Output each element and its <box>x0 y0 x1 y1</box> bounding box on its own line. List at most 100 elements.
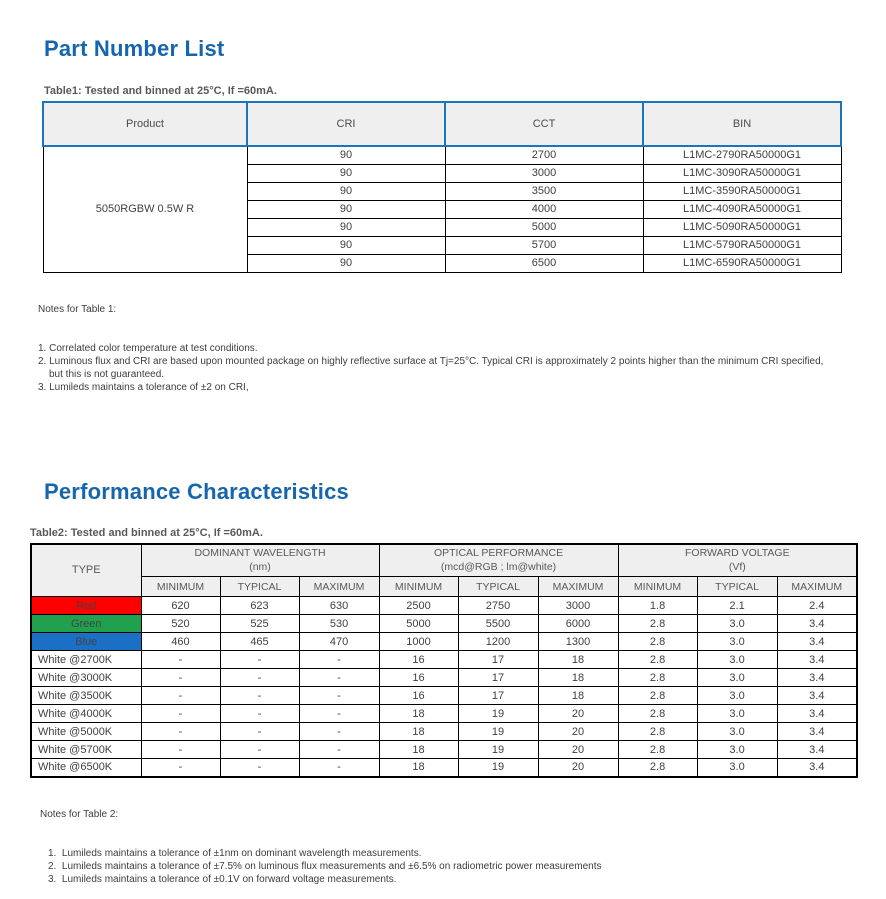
type-cell: White @3000K <box>30 668 142 687</box>
group-unit: (nm) <box>249 561 271 574</box>
value-cell: 3.0 <box>696 650 778 669</box>
performance-row: White @4000K - - -18 19 20 2.8 3.0 3.4 <box>30 704 858 723</box>
column-group-forward-voltage: FORWARD VOLTAGE (Vf) <box>617 543 858 577</box>
bin-cell: L1MC-6590RA50000G1 <box>642 253 842 273</box>
value-cell: 2.8 <box>617 686 698 705</box>
column-header-bin: BIN <box>642 101 842 147</box>
value-cell: 3.4 <box>776 722 858 741</box>
performance-table-group-header-row: TYPE DOMINANT WAVELENGTH (nm) OPTICAL PE… <box>30 543 858 597</box>
value-cell: 17 <box>457 650 539 669</box>
column-group-optical-performance: OPTICAL PERFORMANCE (mcd@RGB ; lm@white) <box>378 543 619 577</box>
type-cell: White @5700K <box>30 740 142 759</box>
value-cell: 19 <box>457 758 539 777</box>
value-cell: 18 <box>378 704 459 723</box>
value-cell: 3.0 <box>696 614 778 633</box>
type-cell: White @5000K <box>30 722 142 741</box>
performance-table: TYPE DOMINANT WAVELENGTH (nm) OPTICAL PE… <box>30 542 859 778</box>
bin-cell: L1MC-4090RA50000G1 <box>642 199 842 219</box>
value-cell: 630 <box>298 596 380 615</box>
value-cell: 20 <box>537 758 619 777</box>
table1-caption: Table1: Tested and binned at 25°C, If =6… <box>44 85 277 97</box>
cct-cell: 2700 <box>444 145 644 165</box>
bin-cell: L1MC-3590RA50000G1 <box>642 181 842 201</box>
column-header-cri: CRI <box>246 101 446 147</box>
column-group-dominant-wavelength: DOMINANT WAVELENGTH (nm) <box>140 543 380 577</box>
type-cell: White @3500K <box>30 686 142 705</box>
value-cell: 18 <box>378 740 459 759</box>
value-cell: - <box>298 704 380 723</box>
value-cell: - <box>140 722 221 741</box>
value-cell: 2.1 <box>696 596 778 615</box>
value-cell: 3.0 <box>696 758 778 777</box>
value-cell: 20 <box>537 722 619 741</box>
value-cell: 1.8 <box>617 596 698 615</box>
value-cell: 620 <box>140 596 221 615</box>
value-cell: - <box>298 740 380 759</box>
cri-cell: 90 <box>246 235 446 255</box>
value-cell: 3.0 <box>696 722 778 741</box>
note-item: 2. Lumileds maintains a tolerance of ±7.… <box>48 860 602 872</box>
value-cell: 2.8 <box>617 722 698 741</box>
group-unit: (Vf) <box>728 561 746 574</box>
value-cell: 16 <box>378 668 459 687</box>
column-header-maximum: MAXIMUM <box>298 576 380 597</box>
value-cell: - <box>140 650 221 669</box>
value-cell: 2.4 <box>776 596 858 615</box>
cct-cell: 3500 <box>444 181 644 201</box>
value-cell: 3.0 <box>696 704 778 723</box>
column-header-cct: CCT <box>444 101 644 147</box>
value-cell: 19 <box>457 740 539 759</box>
group-title: DOMINANT WAVELENGTH <box>194 547 326 560</box>
value-cell: 3.0 <box>696 686 778 705</box>
part-number-row: 90 5700 L1MC-5790RA50000G1 <box>43 235 842 255</box>
performance-table-sub-header-row: MINIMUM TYPICAL MAXIMUM MINIMUM TYPICAL … <box>31 576 858 597</box>
performance-row: Blue 460 465 470 1000 1200 1300 2.8 3.0 3.4 <box>30 632 858 651</box>
note-item: 3. Lumileds maintains a tolerance of ±2 … <box>38 381 249 393</box>
bin-cell: L1MC-3090RA50000G1 <box>642 163 842 183</box>
performance-row: Red 620 623 630 2500 2750 3000 1.8 2.1 2.4 <box>30 596 858 615</box>
value-cell: 3.4 <box>776 668 858 687</box>
value-cell: 2.8 <box>617 740 698 759</box>
cct-cell: 5700 <box>444 235 644 255</box>
column-header-typical: TYPICAL <box>457 576 539 597</box>
value-cell: 18 <box>537 686 619 705</box>
value-cell: - <box>219 650 300 669</box>
page-title-performance-characteristics: Performance Characteristics <box>44 478 349 504</box>
value-cell: 17 <box>457 686 539 705</box>
performance-row: White @3000K - - -16 17 18 2.8 3.0 3.4 <box>30 668 858 687</box>
value-cell: - <box>219 668 300 687</box>
performance-row: White @5700K - - -18 19 20 2.8 3.0 3.4 <box>30 740 858 759</box>
value-cell: 2.8 <box>617 668 698 687</box>
value-cell: - <box>298 650 380 669</box>
performance-row: White @3500K - - -16 17 18 2.8 3.0 3.4 <box>30 686 858 705</box>
value-cell: 2500 <box>378 596 459 615</box>
value-cell: 623 <box>219 596 300 615</box>
value-cell: - <box>298 722 380 741</box>
column-header-maximum: MAXIMUM <box>537 576 619 597</box>
value-cell: 3.4 <box>776 758 858 777</box>
value-cell: 3.0 <box>696 668 778 687</box>
value-cell: 1000 <box>378 632 459 651</box>
value-cell: 18 <box>537 650 619 669</box>
value-cell: 3.4 <box>776 740 858 759</box>
product-cell: 5050RGBW 0.5W R <box>42 145 248 273</box>
note-item: 2. Luminous flux and CRI are based upon … <box>38 355 827 380</box>
part-number-row: 90 5000 L1MC-5090RA50000G1 <box>43 217 842 237</box>
value-cell: - <box>219 740 300 759</box>
value-cell: 20 <box>537 740 619 759</box>
value-cell: - <box>140 758 221 777</box>
performance-row: White @6500K - - -18 19 20 2.8 3.0 3.4 <box>30 758 858 777</box>
value-cell: 20 <box>537 704 619 723</box>
column-header-typical: TYPICAL <box>219 576 300 597</box>
value-cell: - <box>140 668 221 687</box>
value-cell: 19 <box>457 722 539 741</box>
type-cell: Green <box>30 614 142 633</box>
value-cell: 530 <box>298 614 380 633</box>
value-cell: - <box>219 704 300 723</box>
column-header-maximum: MAXIMUM <box>776 576 858 597</box>
column-header-minimum: MINIMUM <box>378 576 459 597</box>
value-cell: 18 <box>537 668 619 687</box>
value-cell: 460 <box>140 632 221 651</box>
column-header-product: Product <box>42 101 248 147</box>
value-cell: 3.4 <box>776 686 858 705</box>
